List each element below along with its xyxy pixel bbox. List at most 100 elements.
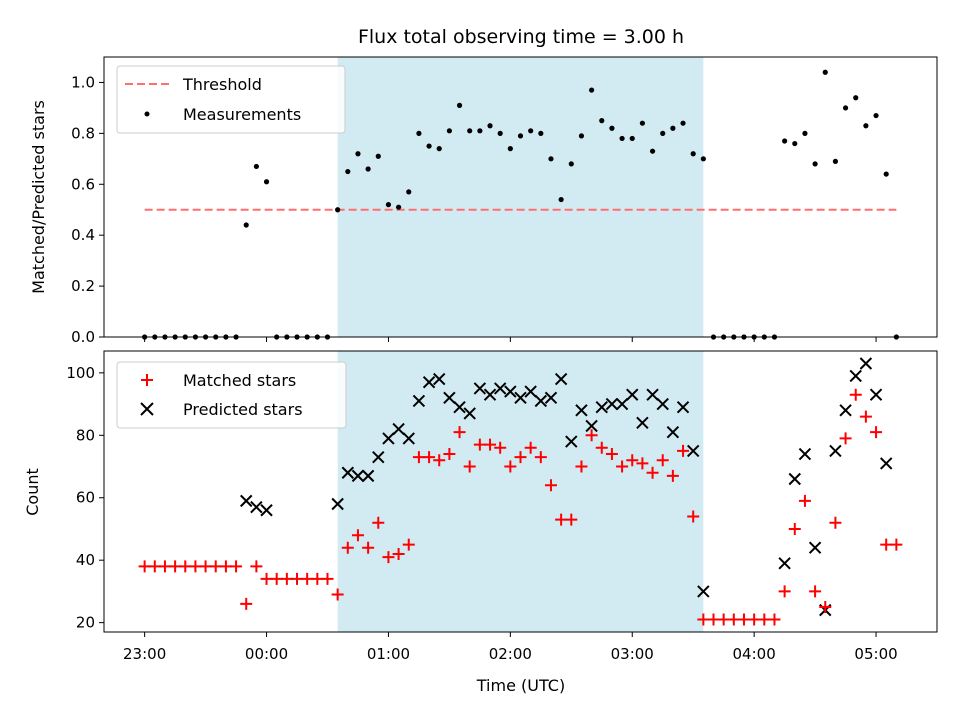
top-chart-title: Flux total observing time = 3.00 h bbox=[358, 26, 684, 48]
matched-star-marker bbox=[382, 551, 395, 564]
measurement-point bbox=[782, 138, 788, 144]
measurement-point bbox=[335, 207, 341, 213]
matched-star-marker bbox=[636, 457, 649, 470]
bottom-panel: 20 40 60 80 100 23:00 00:00 01:00 02:00 03:00 04:… bbox=[23, 350, 938, 695]
bottom-y-ticks: 20 40 60 80 100 bbox=[66, 364, 104, 632]
matched-star-marker bbox=[402, 538, 415, 551]
matched-star-marker bbox=[707, 613, 720, 626]
measurement-point bbox=[802, 130, 808, 136]
matched-star-marker bbox=[473, 438, 486, 451]
matched-star-marker bbox=[351, 529, 364, 542]
predicted-star-marker bbox=[412, 394, 426, 408]
predicted-star-marker bbox=[666, 425, 680, 439]
predicted-star-marker bbox=[849, 369, 862, 383]
matched-star-marker bbox=[148, 560, 161, 573]
y-tick-label: 40 bbox=[76, 551, 95, 569]
bottom-legend: Matched stars Predicted stars bbox=[116, 361, 347, 429]
measurement-point bbox=[355, 151, 361, 157]
matched-star-marker bbox=[534, 451, 547, 464]
matched-star-marker bbox=[605, 448, 618, 461]
predicted-star-marker bbox=[626, 388, 639, 401]
x-tick-label: 00:00 bbox=[245, 645, 288, 663]
y-tick-label: 0.0 bbox=[71, 328, 95, 346]
matched-star-marker bbox=[179, 560, 192, 573]
matched-star-marker bbox=[839, 432, 852, 445]
legend-matched-swatch bbox=[141, 374, 153, 386]
measurement-point bbox=[609, 125, 615, 131]
top-legend: Threshold Measurements bbox=[116, 65, 346, 134]
matched-star-marker bbox=[849, 388, 862, 401]
measurement-point bbox=[253, 163, 259, 170]
measurement-point bbox=[599, 118, 605, 124]
matched-star-marker bbox=[250, 560, 263, 573]
predicted-star-marker bbox=[331, 497, 344, 511]
top-x-ticks bbox=[144, 337, 877, 342]
matched-star-marker bbox=[260, 572, 273, 585]
matched-star-marker bbox=[443, 448, 456, 461]
matched-star-marker bbox=[341, 541, 354, 554]
predicted-star-marker bbox=[453, 400, 466, 414]
matched-star-marker bbox=[372, 516, 385, 529]
matched-star-marker bbox=[717, 613, 730, 626]
predicted-star-marker bbox=[392, 422, 405, 436]
measurement-point bbox=[375, 153, 381, 159]
measurement-point bbox=[863, 123, 869, 129]
predicted-star-marker bbox=[443, 391, 456, 405]
predicted-star-marker bbox=[463, 407, 476, 420]
predicted-star-marker bbox=[250, 500, 263, 514]
predicted-star-marker bbox=[554, 372, 568, 386]
y-tick-label: 1.0 bbox=[71, 73, 95, 91]
bottom-legend-box bbox=[116, 361, 347, 429]
matched-star-marker bbox=[301, 572, 314, 585]
predicted-star-marker bbox=[585, 419, 598, 433]
top-legend-box bbox=[116, 65, 346, 134]
y-tick-label: 60 bbox=[76, 489, 95, 507]
matched-star-marker bbox=[138, 560, 151, 573]
matched-star-marker bbox=[646, 466, 659, 479]
y-tick-label: 20 bbox=[76, 614, 95, 632]
predicted-star-marker bbox=[433, 372, 446, 386]
x-tick-label: 03:00 bbox=[611, 645, 654, 663]
matched-star-marker bbox=[565, 513, 578, 526]
measurement-point bbox=[649, 148, 656, 154]
matched-star-marker bbox=[544, 479, 557, 492]
measurement-point bbox=[345, 168, 351, 175]
legend-predicted-label: Predicted stars bbox=[183, 400, 303, 419]
matched-star-marker bbox=[727, 613, 740, 626]
matched-star-marker bbox=[859, 410, 872, 423]
predicted-star-marker bbox=[788, 472, 801, 486]
matched-star-marker bbox=[412, 451, 425, 464]
predicted-star-marker bbox=[240, 494, 253, 508]
predicted-star-marker bbox=[829, 444, 842, 458]
y-tick-label: 80 bbox=[76, 426, 95, 444]
measurement-point bbox=[507, 146, 513, 152]
predicted-star-marker bbox=[504, 385, 517, 398]
matched-star-marker bbox=[230, 560, 243, 573]
predicted-star-marker bbox=[524, 385, 537, 398]
matched-star-marker bbox=[697, 613, 710, 626]
predicted-star-marker bbox=[372, 450, 385, 464]
matched-star-marker bbox=[504, 460, 517, 473]
measurement-point bbox=[436, 146, 442, 152]
predicted-star-marker bbox=[778, 557, 791, 570]
legend-predicted-swatch bbox=[140, 402, 154, 416]
predicted-star-marker bbox=[402, 432, 415, 445]
measurement-point bbox=[660, 130, 666, 136]
predicted-star-marker bbox=[483, 388, 497, 401]
matched-star-marker bbox=[514, 451, 527, 464]
y-tick-label: 0.6 bbox=[71, 175, 95, 193]
measurement-point bbox=[589, 87, 595, 93]
matched-star-marker bbox=[524, 441, 537, 454]
predicted-star-marker bbox=[636, 416, 649, 430]
matched-star-marker bbox=[768, 613, 781, 626]
matched-star-marker bbox=[585, 429, 598, 442]
measurement-point bbox=[263, 179, 270, 185]
matched-star-marker bbox=[809, 585, 822, 598]
matched-star-marker bbox=[687, 510, 700, 523]
matched-star-marker bbox=[169, 560, 182, 573]
measurement-point bbox=[700, 156, 706, 162]
top-y-ticks: 0.0 0.2 0.4 0.6 0.8 1.0 bbox=[71, 73, 104, 346]
x-tick-label: 23:00 bbox=[123, 645, 166, 663]
measurement-point bbox=[578, 133, 585, 139]
